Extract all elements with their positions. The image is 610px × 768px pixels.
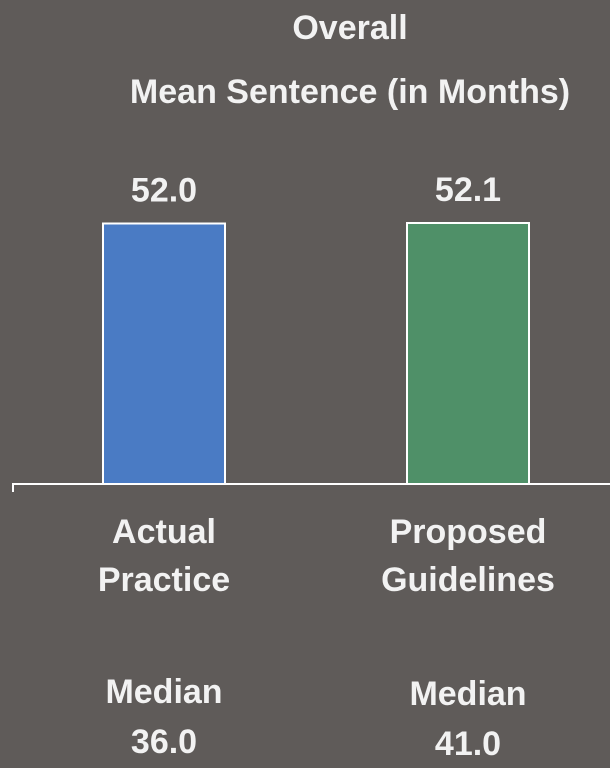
bar: [102, 222, 226, 486]
median-value: 36.0: [130, 723, 198, 761]
median-value: 41.0: [434, 725, 502, 763]
bar: [406, 222, 530, 485]
median-label: Median: [409, 675, 527, 713]
x-tick-label: Proposed Guidelines: [381, 513, 555, 599]
value-label: 52.1: [435, 171, 501, 209]
x-tick-label: Actual Practice: [97, 513, 231, 599]
chart-title: Overall: [292, 9, 408, 47]
value-label: 52.0: [131, 172, 197, 210]
median-label: Median: [105, 673, 223, 711]
chart-subtitle: Mean Sentence (in Months): [129, 73, 571, 111]
